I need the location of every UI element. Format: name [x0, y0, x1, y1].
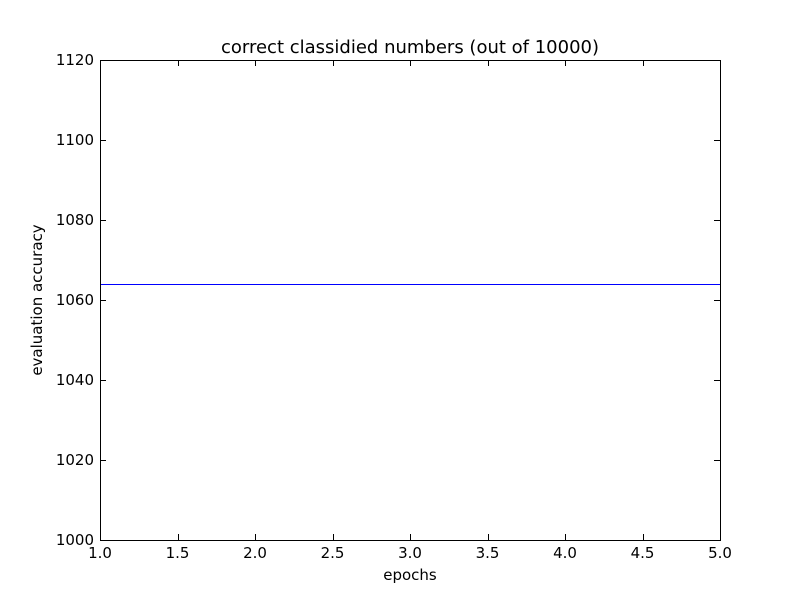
- y-axis-label: evaluation accuracy: [28, 224, 46, 375]
- x-tick-label: 5.0: [708, 544, 732, 562]
- y-axis: 1000 1020 1040 1060 1080 1100 1120: [56, 51, 720, 549]
- y-tick-label: 1020: [56, 451, 94, 469]
- x-tick-label: 3.5: [476, 544, 500, 562]
- x-tick-label: 4.5: [631, 544, 655, 562]
- chart-title: correct classidied numbers (out of 10000…: [221, 37, 599, 58]
- x-tick-label: 3.0: [398, 544, 422, 562]
- y-tick-label: 1000: [56, 531, 94, 549]
- y-tick-label: 1040: [56, 371, 94, 389]
- x-tick-label: 2.0: [243, 544, 267, 562]
- x-tick-label: 2.5: [321, 544, 345, 562]
- y-tick-label: 1100: [56, 131, 94, 149]
- y-tick-label: 1060: [56, 291, 94, 309]
- x-tick-label: 4.0: [553, 544, 577, 562]
- y-tick-label: 1120: [56, 51, 94, 69]
- x-axis: 1.0 1.5 2.0 2.5 3.0 3.5 4.0 4.5 5.0: [88, 60, 732, 562]
- plot-frame: [100, 60, 721, 541]
- x-tick-label: 1.0: [88, 544, 112, 562]
- x-tick-label: 1.5: [166, 544, 190, 562]
- y-tick-label: 1080: [56, 211, 94, 229]
- x-axis-label: epochs: [383, 566, 437, 584]
